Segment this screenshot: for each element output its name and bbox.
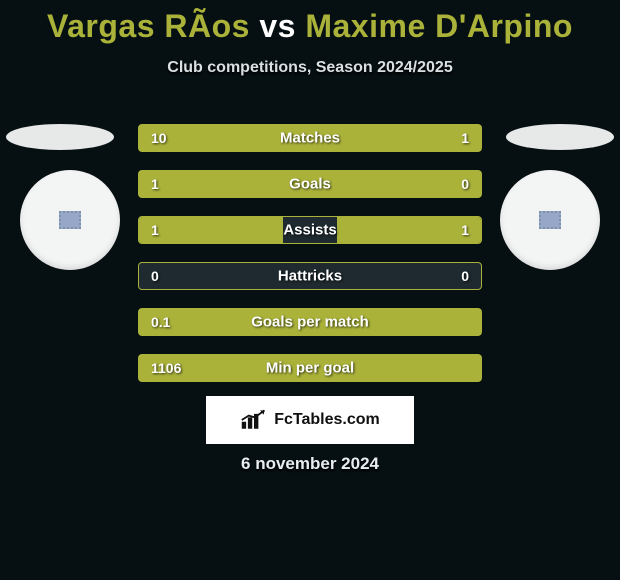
chart-icon xyxy=(240,409,268,431)
vs-text: vs xyxy=(259,8,296,44)
stat-label: Assists xyxy=(283,222,336,239)
branding-logo: FcTables.com xyxy=(206,396,414,444)
stat-left-value: 0.1 xyxy=(151,314,170,330)
stat-right-value: 0 xyxy=(461,268,469,284)
stat-left-value: 10 xyxy=(151,130,167,146)
branding-text: FcTables.com xyxy=(274,411,380,429)
stat-left-value: 1 xyxy=(151,222,159,238)
stat-left-value: 0 xyxy=(151,268,159,284)
player2-club-logo-placeholder xyxy=(506,124,614,150)
stats-bars: 101Matches10Goals11Assists00Hattricks0.1… xyxy=(138,124,482,400)
stat-label: Min per goal xyxy=(266,360,354,377)
stat-right-value: 1 xyxy=(461,130,469,146)
stat-left-value: 1106 xyxy=(151,360,181,376)
player2-name: Maxime D'Arpino xyxy=(305,8,573,44)
image-placeholder-icon xyxy=(59,211,81,229)
stat-left-segment xyxy=(139,217,283,243)
player2-photo-placeholder xyxy=(500,170,600,270)
stat-row: 1 1 Assists xyxy=(138,216,482,244)
stat-left-segment xyxy=(139,125,402,151)
stat-right-segment xyxy=(337,217,481,243)
subtitle: Club competitions, Season 2024/2025 xyxy=(0,59,620,77)
stat-row: 0 0 Hattricks xyxy=(138,262,482,290)
stat-row: 10 1 Matches xyxy=(138,124,482,152)
comparison-title: Vargas RÃ­os vs Maxime D'Arpino xyxy=(0,0,620,45)
player1-club-logo-placeholder xyxy=(6,124,114,150)
stat-label: Matches xyxy=(280,130,340,147)
stat-left-value: 1 xyxy=(151,176,159,192)
stat-row: 1106 Min per goal xyxy=(138,354,482,382)
stat-label: Hattricks xyxy=(278,268,342,285)
stat-row: 1 0 Goals xyxy=(138,170,482,198)
stat-right-value: 1 xyxy=(461,222,469,238)
player1-photo-placeholder xyxy=(20,170,120,270)
stat-label: Goals per match xyxy=(251,314,369,331)
stat-right-value: 0 xyxy=(461,176,469,192)
image-placeholder-icon xyxy=(539,211,561,229)
stat-row: 0.1 Goals per match xyxy=(138,308,482,336)
date: 6 november 2024 xyxy=(0,454,620,474)
stat-label: Goals xyxy=(289,176,331,193)
player1-name: Vargas RÃ­os xyxy=(47,8,250,44)
